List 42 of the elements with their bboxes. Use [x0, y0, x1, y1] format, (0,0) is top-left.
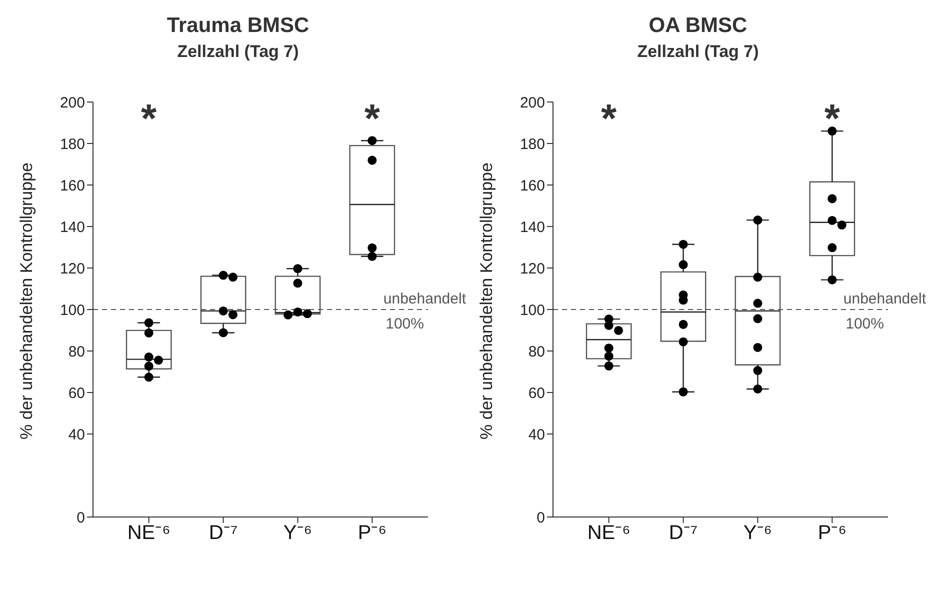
y-tick-label: 160	[60, 177, 85, 194]
y-tick-label: 0	[76, 509, 85, 526]
chart-title: Trauma BMSC	[166, 14, 310, 38]
x-tick-label: D⁻⁷	[668, 522, 698, 544]
x-tick-label: NE⁻⁶	[587, 522, 630, 544]
x-tick-label: P⁻⁶	[358, 522, 386, 544]
y-tick-label: 140	[60, 218, 85, 236]
y-tick-label: 120	[60, 260, 85, 278]
y-axis-title: % der unbehandelten Kontrollgruppe	[17, 162, 36, 440]
y-tick-label: 120	[520, 260, 545, 278]
y-tick-label: 80	[68, 343, 85, 360]
x-tick-label: NE⁻⁶	[127, 522, 170, 544]
y-tick-label: 40	[528, 426, 545, 444]
chart-subtitle: Zellzahl (Tag 7)	[176, 42, 300, 62]
annotation: *	[601, 97, 618, 141]
annotation: *	[141, 97, 158, 141]
y-tick-label: 80	[528, 343, 545, 360]
chart-title: OA BMSC	[648, 14, 748, 38]
y-tick-label: 60	[528, 384, 545, 402]
y-tick-label: 200	[520, 94, 545, 112]
annotation: 100%	[386, 316, 424, 332]
ref-line-label: unbehandelt	[843, 290, 927, 308]
y-tick-label: 180	[520, 136, 545, 153]
y-tick-label: 100	[520, 302, 545, 319]
ref-line-label: unbehandelt	[383, 290, 467, 308]
x-tick-label: Y⁻⁶	[743, 522, 772, 544]
y-tick-label: 40	[68, 426, 85, 444]
y-axis-title: % der unbehandelten Kontrollgruppe	[477, 162, 496, 440]
y-tick-label: 0	[536, 509, 545, 526]
y-tick-label: 160	[520, 177, 545, 194]
x-tick-label: Y⁻⁶	[283, 522, 312, 544]
x-tick-label: D⁻⁷	[208, 522, 238, 544]
y-tick-label: 200	[60, 94, 85, 112]
y-tick-label: 100	[60, 302, 85, 319]
annotation: 100%	[846, 316, 884, 332]
x-tick-label: P⁻⁶	[818, 522, 846, 544]
annotation: *	[364, 97, 380, 141]
y-tick-label: 140	[520, 218, 545, 236]
chart-subtitle: Zellzahl (Tag 7)	[636, 42, 760, 62]
annotation: *	[824, 97, 840, 141]
y-tick-label: 180	[60, 136, 85, 153]
y-tick-label: 60	[68, 384, 85, 402]
